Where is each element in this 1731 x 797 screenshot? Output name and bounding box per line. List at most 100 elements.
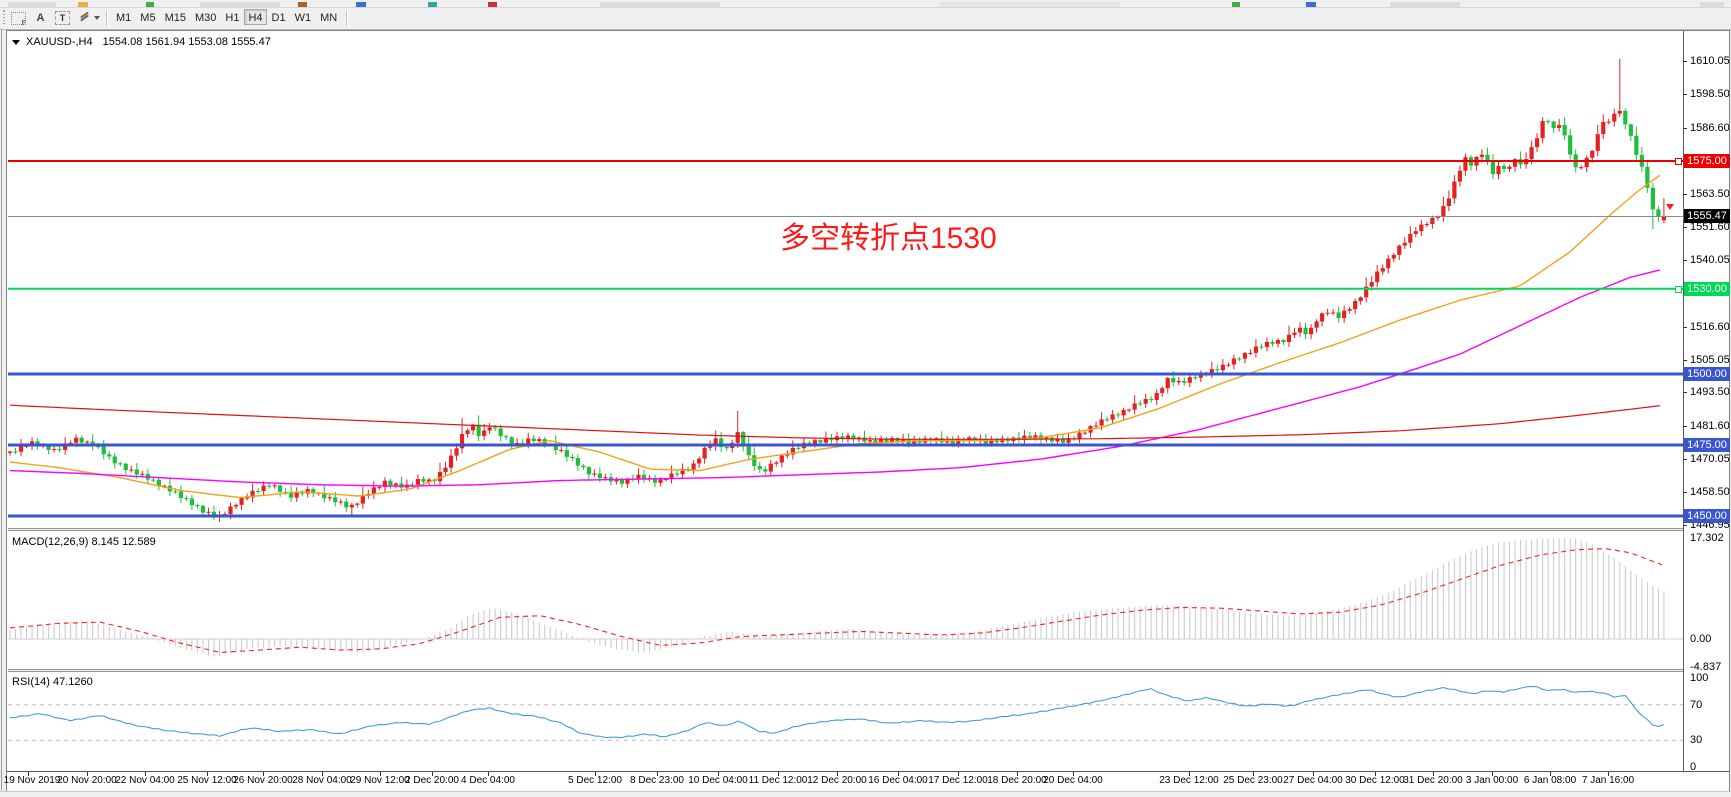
price-tick-label: 1505.05: [1690, 353, 1730, 366]
time-tick: [1433, 772, 1434, 776]
price-tick-label: 1516.60: [1690, 320, 1730, 333]
time-tick-label: 18 Dec 20:00: [987, 775, 1047, 786]
macd-panel[interactable]: [8, 532, 1683, 669]
price-tick: [1683, 94, 1687, 96]
cursor-arrows-icon[interactable]: [76, 9, 102, 27]
time-tick: [1017, 772, 1018, 776]
time-axis-border: [7, 771, 1729, 772]
price-tick: [1683, 326, 1687, 328]
time-tick-label: 2 Dec 20:00: [405, 775, 459, 786]
tf-button-m30[interactable]: M30: [191, 9, 220, 25]
tf-button-mn[interactable]: MN: [316, 9, 341, 25]
time-tick: [87, 772, 88, 776]
toolbar-icon-fragment: [1306, 2, 1316, 7]
toolbar-icon-fragment: [200, 2, 280, 7]
rsi-panel[interactable]: [8, 672, 1683, 771]
time-tick-label: 12 Dec 20:00: [807, 775, 867, 786]
chart-window[interactable]: [6, 30, 1730, 792]
price-tick-label: 1470.05: [1690, 453, 1730, 466]
chart-collapse-icon[interactable]: [12, 40, 20, 45]
text-label-icon[interactable]: A: [36, 12, 45, 24]
time-tick-label: 11 Dec 12:00: [748, 775, 808, 786]
price-tick-label: 1481.60: [1690, 420, 1730, 433]
tf-button-m5[interactable]: M5: [136, 9, 159, 25]
price-chart[interactable]: [8, 31, 1683, 528]
ohlc-values: 1554.08 1561.94 1553.08 1555.47: [102, 36, 271, 48]
text-box-icon[interactable]: T: [53, 9, 72, 27]
price-tick: [1683, 491, 1687, 493]
time-tick: [145, 772, 146, 776]
time-tick: [1492, 772, 1493, 776]
price-tick: [1683, 128, 1687, 130]
price-tick: [1683, 426, 1687, 428]
rsi-scale-label: 100: [1690, 672, 1709, 684]
hline-marker[interactable]: [1675, 158, 1682, 165]
tf-button-h1[interactable]: H1: [221, 9, 243, 25]
time-tick-label: 30 Dec 12:00: [1345, 775, 1405, 786]
time-tick: [1375, 772, 1376, 776]
toolbar-icon-fragment: [940, 2, 1120, 7]
price-tick: [1683, 524, 1687, 526]
time-tick: [718, 772, 719, 776]
tf-button-m1[interactable]: M1: [112, 9, 135, 25]
price-tick-label: 1563.50: [1690, 187, 1730, 200]
rsi-label: RSI(14) 47.1260: [12, 676, 93, 688]
macd-signal-line: [9, 548, 1663, 653]
price-tick-label: 1551.60: [1690, 221, 1730, 234]
tf-button-h4[interactable]: H4: [244, 9, 267, 25]
rsi-scale-label: 70: [1690, 698, 1703, 711]
price-direction-arrow-icon: [1666, 204, 1674, 211]
price-tick: [1683, 227, 1687, 229]
price-tick: [1683, 193, 1687, 195]
hline-price-label: 1530.00: [1684, 281, 1730, 296]
toolbar-icon-fragment: [1700, 2, 1724, 7]
panel-separator[interactable]: [8, 669, 1683, 672]
toolbar-icon-fragment: [8, 2, 56, 7]
time-tick-label: 22 Nov 04:00: [115, 775, 175, 786]
time-tick: [1253, 772, 1254, 776]
time-tick: [322, 772, 323, 776]
panel-separator[interactable]: [8, 528, 1683, 531]
price-tick: [1683, 260, 1687, 262]
hline-price-label: 1450.00: [1684, 509, 1730, 523]
price-tick-label: 1540.05: [1690, 254, 1730, 267]
symbol-period-label: XAUUSD-,H4: [26, 36, 93, 48]
time-tick-label: 31 Dec 20:00: [1403, 775, 1463, 786]
ma-slow-line: [9, 404, 1661, 440]
timeframe-toolbar: M1 M5 M15 M30 H1 H4 D1 W1 MN: [112, 9, 342, 28]
time-tick: [898, 772, 899, 776]
tf-button-w1[interactable]: W1: [291, 9, 316, 25]
profile-icon[interactable]: F: [9, 9, 28, 27]
macd-histogram: [9, 538, 1665, 657]
rsi-scale-label: 0: [1690, 761, 1697, 773]
time-tick-label: 17 Dec 12:00: [928, 775, 988, 786]
time-tick-label: 6 Jan 08:00: [1523, 775, 1577, 786]
ma-mid-line: [9, 269, 1661, 487]
time-tick-label: 26 Nov 20:00: [233, 775, 293, 786]
chart-title: XAUUSD-,H4 1554.08 1561.94 1553.08 1555.…: [10, 36, 271, 48]
time-tick-label: 20 Nov 20:00: [57, 775, 117, 786]
time-tick-label: 29 Nov 12:00: [350, 775, 410, 786]
time-tick-label: 16 Dec 04:00: [868, 775, 928, 786]
toolbar-grip[interactable]: [2, 10, 7, 26]
tf-button-d1[interactable]: D1: [268, 9, 290, 25]
time-tick-label: 3 Jan 00:00: [1465, 775, 1519, 786]
price-axis-border: [1683, 31, 1684, 771]
time-tick-label: 28 Nov 04:00: [292, 775, 352, 786]
time-tick: [380, 772, 381, 776]
time-tick: [488, 772, 489, 776]
status-strip: [0, 791, 1731, 797]
time-tick: [657, 772, 658, 776]
hline-price-label: 1475.00: [1684, 438, 1730, 452]
hline-marker[interactable]: [1675, 285, 1682, 293]
price-tick-label: 1493.50: [1690, 386, 1730, 399]
time-tick-label: 8 Dec 23:00: [630, 775, 684, 786]
hline-price-label: 1575.00: [1684, 154, 1730, 168]
time-tick-label: 4 Dec 04:00: [461, 775, 515, 786]
time-tick-label: 7 Jan 16:00: [1581, 775, 1635, 786]
price-tick: [1683, 359, 1687, 361]
toolbar-icon-fragment: [298, 2, 307, 7]
tf-button-m15[interactable]: M15: [161, 9, 190, 25]
time-tick-label: 5 Dec 12:00: [568, 775, 622, 786]
